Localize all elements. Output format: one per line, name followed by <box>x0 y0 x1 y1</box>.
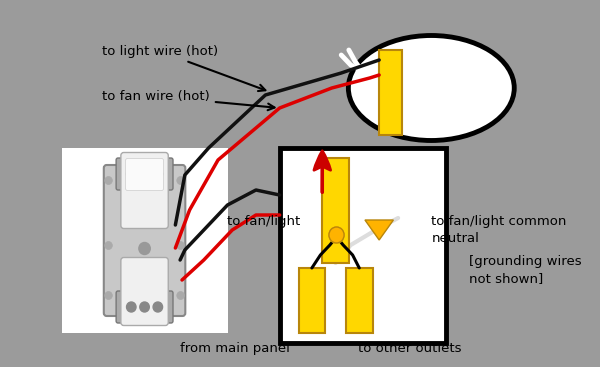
Circle shape <box>127 169 136 179</box>
Text: to other outlets: to other outlets <box>358 342 461 355</box>
Circle shape <box>177 177 184 185</box>
Circle shape <box>177 291 184 299</box>
Circle shape <box>105 177 112 185</box>
Text: to fan/light common
neutral: to fan/light common neutral <box>431 215 566 245</box>
Text: from main panel: from main panel <box>180 342 290 355</box>
Circle shape <box>177 241 184 250</box>
FancyBboxPatch shape <box>104 165 185 316</box>
Circle shape <box>329 227 344 243</box>
Text: to fan/light: to fan/light <box>227 215 300 228</box>
Bar <box>299 268 325 333</box>
Ellipse shape <box>349 36 514 141</box>
Circle shape <box>127 302 136 312</box>
FancyBboxPatch shape <box>125 159 164 190</box>
FancyBboxPatch shape <box>121 153 168 229</box>
Text: to fan wire (hot): to fan wire (hot) <box>103 90 275 110</box>
Circle shape <box>105 241 112 250</box>
FancyBboxPatch shape <box>116 158 173 190</box>
Text: [grounding wires
not shown]: [grounding wires not shown] <box>469 255 582 285</box>
Circle shape <box>140 169 149 179</box>
Circle shape <box>140 302 149 312</box>
Bar <box>62 148 227 333</box>
Bar <box>322 158 349 263</box>
Text: to light wire (hot): to light wire (hot) <box>103 45 265 91</box>
Circle shape <box>105 291 112 299</box>
Circle shape <box>153 302 163 312</box>
Polygon shape <box>365 220 394 240</box>
Bar <box>346 268 373 333</box>
FancyBboxPatch shape <box>121 258 168 326</box>
Circle shape <box>139 243 150 254</box>
Circle shape <box>153 169 163 179</box>
FancyBboxPatch shape <box>116 291 173 323</box>
Bar <box>379 50 402 135</box>
Bar <box>280 148 446 343</box>
